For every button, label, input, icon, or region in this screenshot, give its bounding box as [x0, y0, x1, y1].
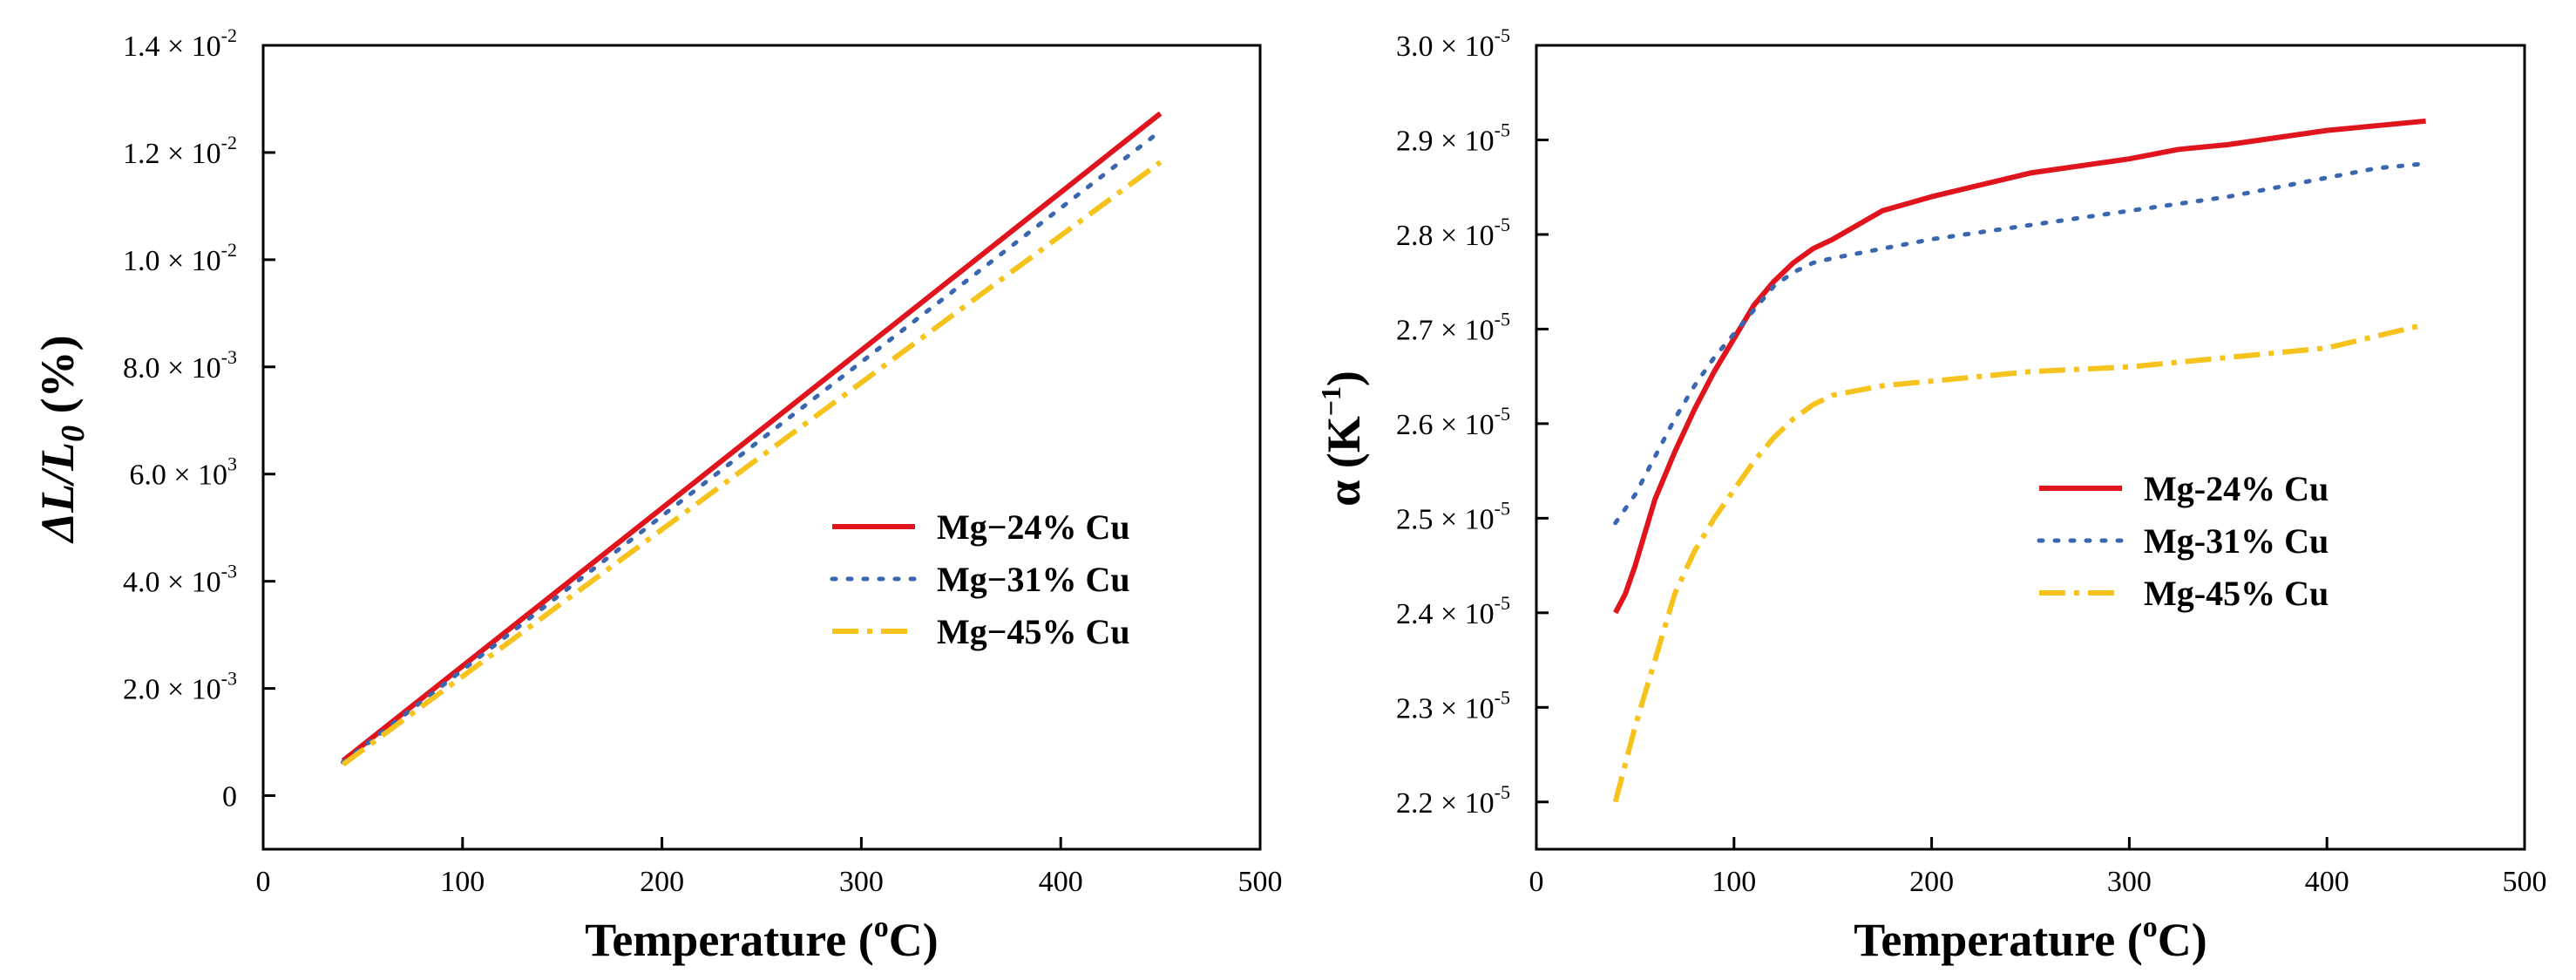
- series-line-1-1: [341, 111, 1163, 763]
- y-tick-label: 2.6 × 10-5: [1396, 403, 1510, 441]
- legend-1: Mg−24% Cu Mg−31% Cu Mg−45% Cu: [830, 507, 1130, 651]
- x-tick-label: 400: [1039, 866, 1083, 898]
- plot-frame-1: [261, 44, 1262, 851]
- y-tick-label: 6.0 × 103: [129, 453, 237, 492]
- x-tick-label: 100: [440, 866, 485, 898]
- series-line-1-2: [341, 128, 1163, 765]
- y-tick-label: 2.5 × 10-5: [1396, 497, 1510, 535]
- plot-frame-2: [1535, 44, 2526, 851]
- x-tick-label: 0: [256, 866, 271, 898]
- y-tick-label: 2.8 × 10-5: [1396, 214, 1510, 252]
- y-tick-label: 2.9 × 10-5: [1396, 119, 1510, 157]
- chart-panel-1: 0 100 200 300 400 500 0 2.0 × 10-3 4.0 × 10-3 6.0…: [31, 24, 1283, 966]
- x-tick-label: 400: [2305, 866, 2349, 898]
- series-line-2-3: [1612, 322, 2427, 803]
- legend-label: Mg-24% Cu: [2144, 469, 2329, 508]
- legend-label: Mg-45% Cu: [2144, 574, 2329, 613]
- legend-label: Mg−45% Cu: [937, 612, 1130, 651]
- legend-label: Mg-31% Cu: [2144, 521, 2329, 561]
- y-tick-label: 4.0 × 10-3: [123, 561, 237, 599]
- y-tick-label: 2.2 × 10-5: [1396, 781, 1510, 820]
- y-tick-label: 1.2 × 10-2: [123, 132, 237, 170]
- x-tick-label: 500: [2503, 866, 2547, 898]
- x-axis-title: Temperature (oC): [585, 911, 938, 966]
- y-tick-label: 8.0 × 10-3: [123, 346, 237, 385]
- y-tick-label: 1.4 × 10-2: [123, 24, 237, 63]
- y-tick-label: 2.0 × 10-3: [123, 668, 237, 706]
- x-tick-label: 500: [1238, 866, 1283, 898]
- y-tick-label: 2.7 × 10-5: [1396, 308, 1510, 346]
- x-axis-title: Temperature (oC): [1854, 911, 2207, 966]
- x-tick-label: 100: [1712, 866, 1756, 898]
- y-tick-label: 2.3 × 10-5: [1396, 686, 1510, 725]
- y-axis-title: α (K−1): [1315, 371, 1370, 507]
- x-tick-label: 200: [640, 866, 684, 898]
- x-tick-label: 300: [2107, 866, 2152, 898]
- legend-2: Mg-24% Cu Mg-31% Cu Mg-45% Cu: [2037, 469, 2329, 613]
- legend-label: Mg−31% Cu: [937, 560, 1130, 599]
- y-axis-title: ΔL/L0 (%): [31, 335, 92, 543]
- series-line-1-3: [341, 160, 1163, 767]
- x-tick-label: 0: [1529, 866, 1544, 898]
- y-tick-label: 2.4 × 10-5: [1396, 592, 1510, 630]
- x-tick-label: 200: [1909, 866, 1954, 898]
- y-tick-label: 0: [222, 781, 237, 813]
- chart-panel-2: 0 100 200 300 400 500 2.2 × 10-5 2.3 × 10-5 2.4 …: [1315, 24, 2547, 966]
- y-tick-label: 3.0 × 10-5: [1396, 24, 1510, 63]
- series-line-2-2: [1613, 161, 2429, 526]
- x-tick-label: 300: [839, 866, 884, 898]
- y-tick-label: 1.0 × 10-2: [123, 239, 237, 277]
- legend-label: Mg−24% Cu: [937, 507, 1130, 547]
- series-line-2-1: [1613, 118, 2426, 615]
